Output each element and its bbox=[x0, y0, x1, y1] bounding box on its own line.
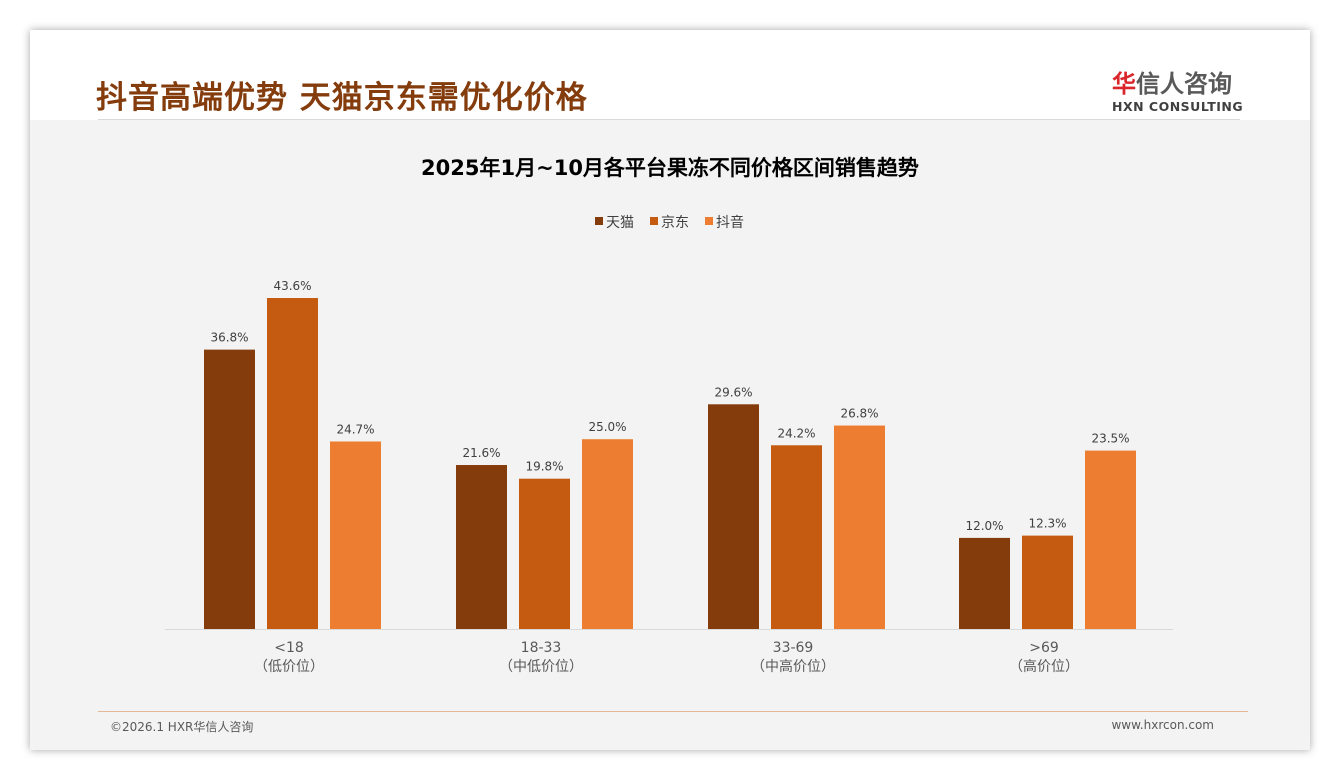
bar-1-2 bbox=[771, 445, 822, 629]
bar-2-2 bbox=[834, 425, 885, 629]
x-tick-0: <18 bbox=[274, 640, 304, 656]
footer-url: www.hxrcon.com bbox=[1111, 718, 1214, 732]
chart-title: 2025年1月~10月各平台果冻不同价格区间销售趋势 bbox=[421, 156, 919, 180]
data-label-0-2: 29.6% bbox=[714, 385, 752, 399]
bar-2-1 bbox=[582, 439, 633, 629]
data-label-1-2: 24.2% bbox=[777, 426, 815, 440]
footer-copyright: ©2026.1 HXR华信人咨询 bbox=[110, 720, 254, 734]
logo-cn: 信人咨询 bbox=[1136, 70, 1232, 98]
data-label-0-1: 21.6% bbox=[462, 446, 500, 460]
data-label-0-0: 36.8% bbox=[210, 331, 248, 345]
legend-label-0: 天猫 bbox=[606, 215, 634, 231]
data-label-1-1: 19.8% bbox=[525, 460, 563, 474]
data-label-1-0: 43.6% bbox=[273, 279, 311, 293]
bar-2-3 bbox=[1085, 450, 1136, 629]
x-sublabel-3: （高价位） bbox=[1009, 658, 1079, 675]
data-label-2-2: 26.8% bbox=[840, 407, 878, 421]
bar-0-2 bbox=[708, 404, 759, 629]
legend-label-2: 抖音 bbox=[716, 214, 744, 231]
data-label-2-3: 23.5% bbox=[1091, 432, 1129, 446]
x-sublabel-2: （中高价位） bbox=[751, 658, 835, 675]
logo-en: HXN CONSULTING bbox=[1112, 99, 1244, 114]
data-label-0-3: 12.0% bbox=[965, 519, 1003, 533]
legend-swatch-2 bbox=[705, 217, 713, 225]
header bbox=[30, 30, 1310, 120]
bar-2-0 bbox=[330, 441, 381, 629]
x-tick-3: >69 bbox=[1029, 640, 1059, 656]
divider bbox=[98, 119, 1240, 120]
data-label-1-3: 12.3% bbox=[1028, 517, 1066, 531]
page-title: 抖音高端优势 天猫京东需优化价格 bbox=[96, 80, 588, 116]
bar-0-1 bbox=[456, 465, 507, 629]
footer-divider bbox=[98, 711, 1248, 712]
x-sublabel-1: （中低价位） bbox=[499, 659, 583, 675]
bar-1-0 bbox=[267, 298, 318, 629]
logo-cn-red: 华 bbox=[1112, 70, 1136, 98]
bar-1-1 bbox=[519, 478, 570, 629]
legend-swatch-0 bbox=[595, 217, 603, 225]
logo: 华信人咨询 HXN CONSULTING bbox=[1112, 64, 1243, 114]
data-label-2-1: 25.0% bbox=[588, 420, 626, 434]
data-label-2-0: 24.7% bbox=[336, 422, 374, 436]
legend-swatch-1 bbox=[650, 217, 658, 225]
x-sublabel-0: （低价位） bbox=[254, 659, 324, 675]
legend-label-1: 京东 bbox=[661, 215, 689, 231]
x-tick-1: 18-33 bbox=[521, 640, 562, 656]
bar-0-3 bbox=[959, 537, 1010, 629]
x-tick-2: 33-69 bbox=[773, 640, 814, 656]
bar-1-3 bbox=[1022, 535, 1073, 629]
bar-0-0 bbox=[204, 349, 255, 629]
